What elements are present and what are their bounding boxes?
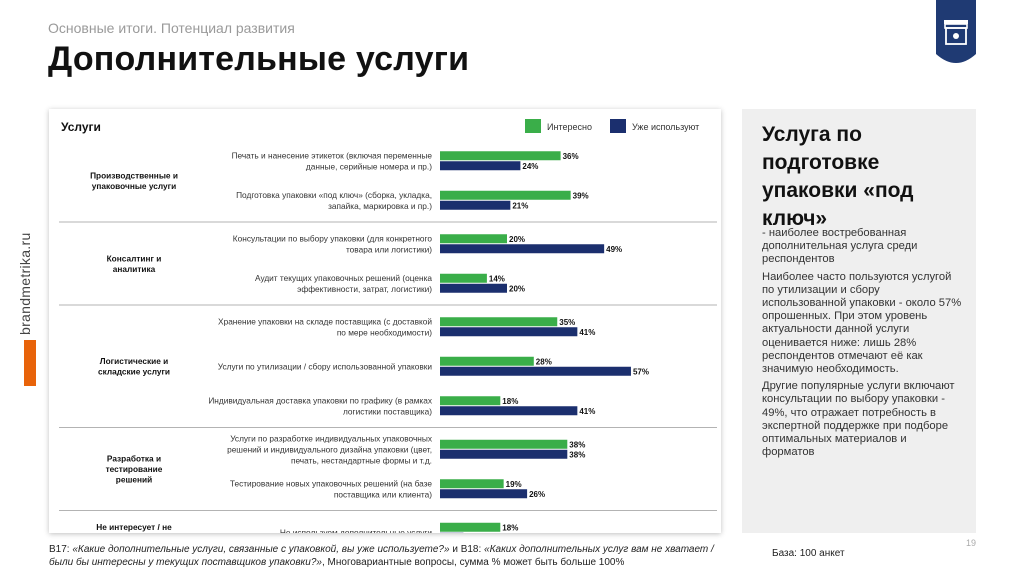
item-label: печать, нестандартные формы и т.д. <box>291 455 432 465</box>
item-label: по мере необходимости) <box>337 327 432 337</box>
item-label: эффективности, затрат, логистики) <box>297 284 432 294</box>
item-label: поставщика или клиента) <box>334 489 432 499</box>
bar-using <box>440 406 578 416</box>
item-label: решений и индивидуального дизайна упаков… <box>227 444 432 454</box>
chart-title: Услуги <box>61 120 101 134</box>
slide-subtitle: Основные итоги. Потенциал развития <box>48 20 295 36</box>
insight-paragraph: Другие популярные услуги включают консул… <box>762 380 955 459</box>
data-label-interested: 18% <box>502 397 518 406</box>
question-footnote: B17: «Какие дополнительные услуги, связа… <box>49 544 714 568</box>
group-label: аналитика <box>113 264 156 274</box>
insight-paragraph: Наиболее часто пользуются услугой по ути… <box>762 270 962 376</box>
item-label: Печать и нанесение этикеток (включая пер… <box>232 150 433 160</box>
data-label-using: 26% <box>529 490 545 499</box>
brand-site-label: brandmetrika.ru <box>17 232 33 335</box>
data-label-interested: 38% <box>569 440 585 449</box>
group-label: Производственные и <box>90 170 178 180</box>
data-label-using: 57% <box>633 367 649 376</box>
legend-swatch-interested <box>525 119 541 133</box>
group-label: Консалтинг и <box>107 253 162 263</box>
data-label-using: 20% <box>509 284 525 293</box>
legend-swatch-using <box>610 119 626 133</box>
data-label-interested: 36% <box>563 152 579 161</box>
bar-using <box>440 366 631 376</box>
data-label-using: 41% <box>579 407 595 416</box>
insight-body: - наиболее востребованная дополнительная… <box>762 227 962 463</box>
group-label: используем <box>109 533 158 534</box>
item-label: Хранение упаковки на складе поставщика (… <box>218 316 432 326</box>
item-label: данные, серийные номера и пр.) <box>306 161 432 171</box>
item-label: товара или логистики) <box>346 244 432 254</box>
data-label-using: 24% <box>522 162 538 171</box>
bar-using <box>440 283 507 293</box>
data-label-interested: 28% <box>536 357 552 366</box>
bar-using <box>440 489 528 499</box>
group-label: упаковочные услуги <box>92 181 176 191</box>
data-label-interested: 35% <box>559 318 575 327</box>
data-label-using: 41% <box>579 328 595 337</box>
insight-title: Услуга по подготовке упаковки «под ключ» <box>762 123 914 230</box>
bar-interested <box>440 396 501 406</box>
page-number: 19 <box>966 538 977 548</box>
bar-interested <box>440 234 507 244</box>
bar-interested <box>440 479 504 489</box>
bar-interested <box>440 439 568 449</box>
item-label: Аудит текущих упаковочных решений (оценк… <box>255 273 432 283</box>
shop-icon <box>936 0 976 63</box>
group-label: тестирование <box>106 464 163 474</box>
data-label-interested: 19% <box>506 480 522 489</box>
insight-paragraph: - наиболее востребованная дополнительная… <box>762 227 918 266</box>
group-label: решений <box>116 475 152 485</box>
bar-using <box>440 244 605 254</box>
bar-interested <box>440 151 561 161</box>
group-label: складские услуги <box>98 367 170 377</box>
data-label-interested: 20% <box>509 235 525 244</box>
item-label: запайка, маркировка и пр.) <box>328 201 432 211</box>
data-label-using: 38% <box>569 450 585 459</box>
data-label-using: 49% <box>606 245 622 254</box>
bar-using <box>440 200 511 210</box>
item-label: Услуги по утилизации / сбору использован… <box>218 361 433 371</box>
item-label: Тестирование новых упаковочных решений (… <box>230 478 432 488</box>
bar-interested <box>440 522 501 532</box>
item-label: Подготовка упаковки «под ключ» (сборка, … <box>236 190 432 200</box>
bar-interested <box>440 356 534 366</box>
accent-bar <box>24 340 36 386</box>
item-label: Услуги по разработке индивидуальных упак… <box>230 433 433 443</box>
bar-using <box>440 327 578 337</box>
item-label: Не используем дополнительные услуги <box>280 527 433 533</box>
slide-title: Дополнительные услуги <box>48 40 470 78</box>
insight-panel: Услуга по подготовке упаковки «под ключ»… <box>742 109 976 533</box>
bar-interested <box>440 317 558 327</box>
bar-using <box>440 161 521 171</box>
data-label-interested: 14% <box>489 274 505 283</box>
group-label: Не интересует / не <box>96 522 172 532</box>
group-label: Разработка и <box>107 454 161 464</box>
item-label: Индивидуальная доставка упаковки по граф… <box>208 395 433 405</box>
legend-label-interested: Интересно <box>547 122 592 132</box>
bar-interested <box>440 273 487 283</box>
data-label-using: 21% <box>512 201 528 210</box>
legend-label-using: Уже используют <box>632 122 699 132</box>
bar-interested <box>440 190 571 200</box>
item-label: логистики поставщика) <box>343 406 432 416</box>
group-label: Логистические и <box>100 356 168 366</box>
data-label-interested: 18% <box>502 523 518 532</box>
data-label-interested: 39% <box>573 191 589 200</box>
bar-using <box>440 449 568 459</box>
sample-base: База: 100 анкет <box>772 548 845 559</box>
item-label: Консультации по выбору упаковки (для кон… <box>233 233 433 243</box>
services-chart: Услуги Интересно Уже используют Печать и на… <box>49 109 721 533</box>
